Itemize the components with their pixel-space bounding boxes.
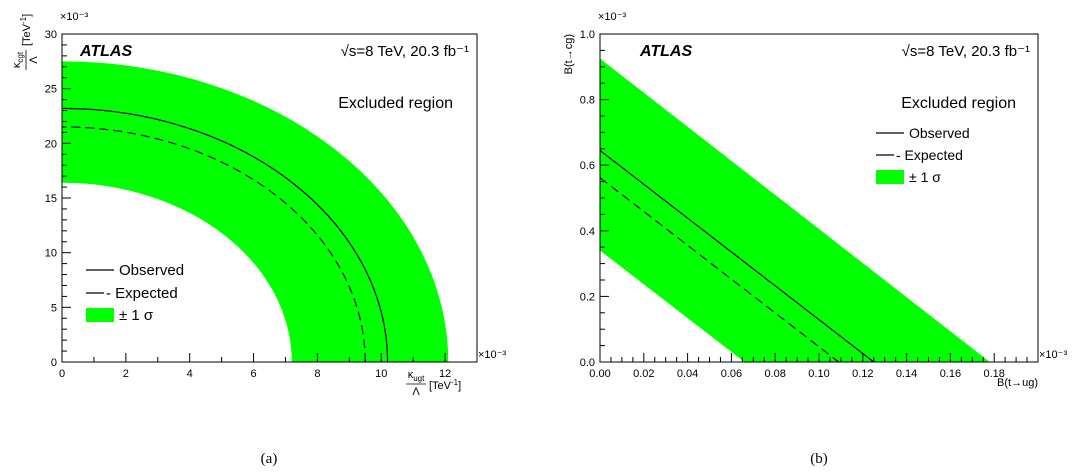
region-label-a: Excluded region	[338, 95, 453, 112]
region-label-b: Excluded region	[901, 95, 1016, 112]
legend-expected-a: - Expected	[106, 285, 178, 302]
y-tick-label-a: 15	[45, 193, 57, 205]
panel-label-a: (a)	[261, 451, 278, 467]
energy-label-a: √s=8 TeV, 20.3 fb⁻¹	[341, 43, 469, 60]
y-label-unit-sup-a: -1	[19, 16, 28, 24]
x-tick-label-b: 0.04	[677, 368, 698, 380]
legend-observed-b: Observed	[909, 125, 970, 141]
x-tick-label-b: 0.08	[764, 368, 785, 380]
panel-b: 0.00 0.02 0.04 0.06 0.08 0.10 0.12 0.14 0.16 0.18…	[563, 11, 1067, 389]
x-tick-label-a: 10	[375, 368, 387, 380]
x-label-den-a: Λ	[412, 386, 420, 398]
y-label-close-a: ]	[21, 14, 33, 17]
x-tick-label-b: 0.02	[633, 368, 654, 380]
legend-expected-b: - Expected	[896, 147, 963, 163]
y-tick-label-a: 10	[45, 248, 57, 260]
y-tick-label-a: 20	[45, 138, 57, 150]
y-tick-label-a: 0	[51, 357, 57, 369]
y-label-num-a: κ	[11, 62, 23, 68]
y-tick-label-a: 30	[45, 29, 57, 41]
x-tick-label-b: 0.00	[589, 368, 610, 380]
svg-text:[TeV-1]: [TeV-1]	[19, 14, 33, 46]
legend-band-b: ± 1 σ	[909, 169, 941, 185]
y-tick-label-a: 5	[51, 302, 57, 314]
x-axis-label-a: κugt Λ [TeV-1]	[406, 369, 461, 398]
x-label-unit-a: [TeV	[429, 380, 452, 392]
legend-a: Observed - Expected ± 1 σ	[86, 262, 184, 324]
y-tick-label-b: 0.0	[580, 357, 595, 369]
x-multiplier-a: ×10⁻³	[478, 349, 506, 361]
x-tick-label-b: 0.16	[940, 368, 961, 380]
y-label-unit-a: [TeV	[21, 23, 33, 46]
x-label-num-sub-a: ugt	[413, 374, 425, 383]
band-a	[62, 61, 449, 362]
legend-b: Observed - Expected ± 1 σ	[876, 125, 970, 185]
x-multiplier-b: ×10⁻³	[1039, 349, 1067, 361]
x-tick-label-a: 6	[250, 368, 256, 380]
x-tick-label-a: 2	[123, 368, 129, 380]
curves-a	[62, 107, 389, 362]
y-tick-label-b: 0.4	[580, 226, 595, 238]
legend-band-swatch-b	[876, 170, 904, 184]
curves-b	[600, 149, 875, 362]
energy-label-b: √s=8 TeV, 20.3 fb⁻¹	[902, 43, 1030, 60]
y-tick-label-b: 0.8	[580, 95, 595, 107]
x-tick-label-b: 0.18	[983, 368, 1004, 380]
expected-line-b	[600, 177, 840, 362]
y-axis-label-a: κcgt Λ [TeV-1]	[11, 14, 40, 70]
x-tick-label-a: 0	[59, 368, 65, 380]
x-tick-label-b: 0.12	[852, 368, 873, 380]
x-tick-label-b: 0.06	[721, 368, 742, 380]
x-axis-label-b: B(t→ug)	[997, 377, 1038, 389]
legend-observed-a: Observed	[119, 262, 184, 279]
y-label-num-sub-a: cgt	[16, 51, 25, 62]
panel-label-b: (b)	[810, 451, 828, 467]
y-multiplier-b: ×10⁻³	[598, 11, 626, 23]
ticks-b: 0.00 0.02 0.04 0.06 0.08 0.10 0.12 0.14 0.16 0.18…	[580, 29, 1028, 380]
observed-line-b	[600, 149, 875, 362]
legend-band-a: ± 1 σ	[119, 307, 154, 324]
observed-curve-a	[62, 107, 389, 362]
y-tick-label-a: 25	[45, 84, 57, 96]
y-label-den-a: Λ	[28, 56, 40, 64]
svg-text:κcgt: κcgt	[11, 51, 25, 68]
sigma-band-a	[62, 61, 449, 362]
y-tick-label-b: 1.0	[580, 29, 595, 41]
y-tick-label-b: 0.2	[580, 291, 595, 303]
atlas-label-a: ATLAS	[79, 43, 132, 60]
x-label-unit-sup-a: -1	[451, 378, 459, 387]
y-tick-label-b: 0.6	[580, 160, 595, 172]
x-tick-label-a: 4	[187, 368, 193, 380]
y-multiplier-a: ×10⁻³	[60, 11, 88, 23]
x-tick-label-b: 0.14	[896, 368, 917, 380]
ticks-a: 0 2 4 6 8 10 12 0 5 10 15 20 25 30	[45, 29, 451, 380]
atlas-label-b: ATLAS	[639, 43, 692, 60]
svg-text:[TeV-1]: [TeV-1]	[429, 378, 461, 392]
x-label-close-a: ]	[458, 380, 461, 392]
x-tick-label-a: 8	[314, 368, 320, 380]
x-label-num-a: κ	[408, 369, 414, 381]
sigma-band-b	[600, 58, 990, 362]
y-axis-label-b: B(t→cg)	[563, 34, 575, 74]
x-tick-label-a: 12	[439, 368, 451, 380]
expected-curve-a	[62, 126, 366, 362]
legend-band-swatch-a	[86, 308, 114, 322]
band-b	[600, 58, 990, 362]
svg-text:κugt: κugt	[408, 369, 425, 383]
x-tick-label-b: 0.10	[808, 368, 829, 380]
